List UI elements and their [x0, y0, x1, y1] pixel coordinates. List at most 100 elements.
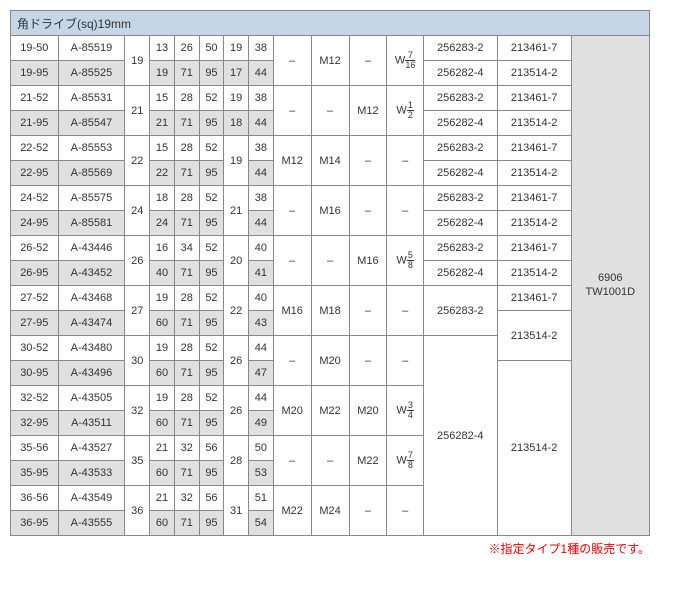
sales-note: ※指定タイプ1種の販売です。: [10, 540, 650, 557]
c: 26: [224, 336, 249, 386]
c: 213514-2: [497, 111, 571, 136]
c: 19: [150, 336, 175, 361]
part: A-43511: [58, 411, 125, 436]
c: 52: [199, 186, 224, 211]
c: –: [311, 436, 349, 486]
c: 26: [174, 36, 199, 61]
c: 53: [249, 461, 274, 486]
c: 28: [174, 186, 199, 211]
c: 95: [199, 461, 224, 486]
c: –: [311, 236, 349, 286]
part: A-85581: [58, 211, 125, 236]
c: –: [349, 136, 387, 186]
part: A-43452: [58, 261, 125, 286]
c: 256283-2: [423, 86, 497, 111]
model: 26-52: [11, 236, 59, 261]
c: 95: [199, 411, 224, 436]
c: 19: [224, 136, 249, 186]
c: 71: [174, 411, 199, 436]
c: 95: [199, 511, 224, 536]
c: 28: [174, 136, 199, 161]
model: 30-95: [11, 361, 59, 386]
c: 95: [199, 211, 224, 236]
c: 40: [249, 236, 274, 261]
c: 44: [249, 161, 274, 186]
c: 49: [249, 411, 274, 436]
model: 22-95: [11, 161, 59, 186]
model: 36-56: [11, 486, 59, 511]
c: 213461-7: [497, 236, 571, 261]
c: 44: [249, 211, 274, 236]
c: 213461-7: [497, 86, 571, 111]
c: 54: [249, 511, 274, 536]
c: 19: [224, 86, 249, 111]
c: 71: [174, 461, 199, 486]
c: –: [273, 236, 311, 286]
c: M20: [349, 386, 387, 436]
c: 71: [174, 111, 199, 136]
c: –: [349, 286, 387, 336]
part: A-85525: [58, 61, 125, 86]
sq: 19: [125, 36, 150, 86]
part: A-43480: [58, 336, 125, 361]
c: 52: [199, 386, 224, 411]
c: –: [387, 486, 423, 536]
model: 21-95: [11, 111, 59, 136]
c: 13: [150, 36, 175, 61]
c: –: [273, 186, 311, 236]
c: 213461-7: [497, 186, 571, 211]
model: 27-52: [11, 286, 59, 311]
c: 18: [150, 186, 175, 211]
sq: 24: [125, 186, 150, 236]
c: 21: [224, 186, 249, 236]
c: 256282-4: [423, 161, 497, 186]
part: A-43496: [58, 361, 125, 386]
c: 28: [224, 436, 249, 486]
model: 32-52: [11, 386, 59, 411]
c: 256282-4: [423, 111, 497, 136]
c: 95: [199, 311, 224, 336]
c: 256283-2: [423, 136, 497, 161]
c: 213514-2: [497, 211, 571, 236]
c: –: [273, 336, 311, 386]
c: 21: [150, 436, 175, 461]
c: M22: [349, 436, 387, 486]
c: 28: [174, 336, 199, 361]
c: 24: [150, 211, 175, 236]
part: A-43555: [58, 511, 125, 536]
c: 19: [224, 36, 249, 61]
part: A-85547: [58, 111, 125, 136]
c: –: [349, 486, 387, 536]
model: 24-52: [11, 186, 59, 211]
c: 213461-7: [497, 286, 571, 311]
spec-table: 角ドライブ(sq)19mm 19-50A-85519 19 1326501938…: [10, 10, 650, 536]
c: 256282-4: [423, 261, 497, 286]
sq: 35: [125, 436, 150, 486]
part: A-85575: [58, 186, 125, 211]
c: 213461-7: [497, 36, 571, 61]
part: A-43505: [58, 386, 125, 411]
w: W12: [387, 86, 423, 136]
model: 26-95: [11, 261, 59, 286]
sq: 36: [125, 486, 150, 536]
c: 15: [150, 136, 175, 161]
sq: 32: [125, 386, 150, 436]
c: 256283-2: [423, 286, 497, 336]
sq: 22: [125, 136, 150, 186]
c: 21: [150, 486, 175, 511]
c: –: [311, 86, 349, 136]
c: M22: [311, 386, 349, 436]
c: 256282-4: [423, 336, 497, 536]
c: 71: [174, 161, 199, 186]
model: 35-56: [11, 436, 59, 461]
c: 40: [150, 261, 175, 286]
c: 28: [174, 86, 199, 111]
table-header: 角ドライブ(sq)19mm: [11, 11, 650, 36]
part: A-43527: [58, 436, 125, 461]
c: –: [349, 336, 387, 386]
c: –: [387, 136, 423, 186]
c: M12: [273, 136, 311, 186]
model: 27-95: [11, 311, 59, 336]
model: 35-95: [11, 461, 59, 486]
c: 19: [150, 286, 175, 311]
